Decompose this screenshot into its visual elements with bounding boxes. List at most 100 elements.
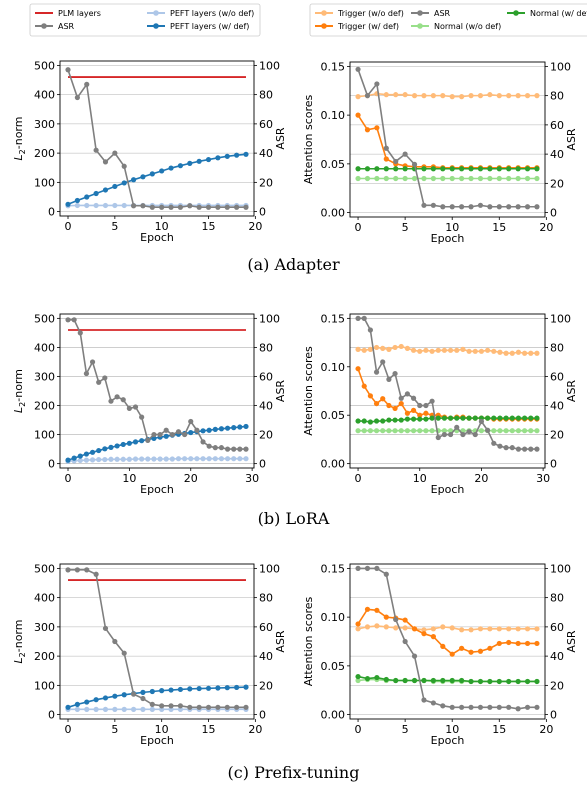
x-tick-label: 20 bbox=[539, 221, 553, 234]
series-normal-w-def- bbox=[355, 673, 540, 685]
data-point bbox=[149, 204, 155, 210]
data-point bbox=[367, 346, 373, 352]
y2-axis-label: ASR bbox=[274, 127, 287, 150]
data-point bbox=[243, 204, 249, 210]
data-point bbox=[440, 175, 446, 182]
data-point bbox=[364, 606, 371, 612]
data-point bbox=[477, 648, 484, 654]
data-point bbox=[177, 204, 184, 210]
data-point bbox=[175, 429, 182, 435]
data-point bbox=[411, 161, 418, 167]
legend-marker bbox=[321, 10, 327, 16]
y2-tick-label: 40 bbox=[550, 400, 564, 413]
data-point bbox=[524, 166, 531, 172]
data-point bbox=[102, 695, 109, 701]
x-tick-label: 30 bbox=[536, 472, 550, 485]
data-point bbox=[355, 621, 361, 627]
data-point bbox=[224, 425, 231, 431]
y-tick-label: 0.10 bbox=[321, 611, 346, 624]
legend-marker bbox=[513, 10, 519, 16]
data-point bbox=[435, 434, 441, 441]
data-point bbox=[355, 428, 361, 434]
data-point bbox=[485, 415, 491, 421]
data-point bbox=[383, 175, 389, 182]
data-point bbox=[373, 369, 380, 375]
y2-tick-label: 100 bbox=[259, 59, 280, 72]
data-point bbox=[506, 704, 512, 710]
data-point bbox=[114, 443, 120, 449]
y-tick-label: 500 bbox=[34, 59, 55, 72]
data-point bbox=[404, 416, 410, 422]
plot-frame bbox=[59, 563, 255, 720]
data-point bbox=[402, 166, 408, 172]
data-point bbox=[528, 350, 534, 356]
data-point bbox=[383, 624, 389, 630]
data-point bbox=[373, 400, 380, 407]
data-point bbox=[108, 398, 114, 404]
data-point bbox=[102, 159, 109, 165]
data-point bbox=[120, 397, 126, 403]
data-point bbox=[522, 428, 528, 434]
legend-label: PLM layers bbox=[58, 9, 101, 18]
data-point bbox=[509, 428, 515, 434]
data-point bbox=[491, 428, 497, 434]
data-point bbox=[224, 685, 230, 691]
y2-tick-label: 60 bbox=[550, 621, 564, 634]
y2-tick-label: 20 bbox=[550, 177, 564, 190]
data-point bbox=[534, 415, 540, 421]
data-point bbox=[243, 151, 249, 157]
data-point bbox=[374, 81, 380, 87]
data-point bbox=[534, 166, 540, 172]
data-point bbox=[491, 440, 497, 446]
data-point bbox=[120, 456, 126, 462]
data-point bbox=[194, 427, 200, 433]
data-point bbox=[243, 423, 249, 430]
data-point bbox=[139, 438, 145, 444]
y-tick-label: 400 bbox=[34, 89, 55, 102]
data-point bbox=[93, 697, 99, 703]
data-point bbox=[468, 175, 474, 182]
data-point bbox=[355, 315, 361, 321]
data-point bbox=[243, 456, 249, 462]
data-point bbox=[74, 701, 80, 707]
data-point bbox=[477, 93, 484, 99]
data-point bbox=[466, 348, 472, 354]
data-point bbox=[355, 175, 361, 182]
data-point bbox=[157, 431, 163, 438]
y-axis-label: Attention scores bbox=[302, 596, 315, 686]
data-point bbox=[515, 678, 521, 685]
data-point bbox=[441, 428, 448, 434]
data-point bbox=[383, 156, 389, 162]
data-point bbox=[449, 166, 455, 172]
data-point bbox=[441, 347, 448, 353]
y2-tick-label: 80 bbox=[550, 90, 564, 103]
data-point bbox=[93, 202, 99, 209]
data-point bbox=[487, 175, 493, 182]
data-point bbox=[200, 456, 206, 462]
data-point bbox=[237, 456, 243, 462]
data-point bbox=[528, 446, 534, 452]
data-point bbox=[177, 163, 184, 169]
data-point bbox=[417, 402, 423, 409]
data-point bbox=[487, 704, 493, 710]
data-point bbox=[393, 92, 399, 98]
series-asr bbox=[65, 567, 249, 710]
data-point bbox=[364, 624, 371, 630]
data-point bbox=[402, 625, 408, 631]
y2-tick-label: 60 bbox=[259, 118, 273, 131]
plot-frame bbox=[349, 563, 546, 720]
data-point bbox=[497, 415, 503, 421]
data-point bbox=[497, 443, 503, 449]
data-point bbox=[468, 93, 474, 99]
data-point bbox=[503, 445, 509, 451]
series-peft-layers-w-def- bbox=[65, 684, 249, 710]
data-point bbox=[355, 418, 361, 424]
data-point bbox=[417, 412, 423, 418]
data-point bbox=[380, 428, 386, 434]
data-point bbox=[102, 706, 109, 712]
data-point bbox=[177, 703, 184, 709]
data-point bbox=[449, 651, 455, 657]
data-point bbox=[515, 415, 522, 421]
data-point bbox=[102, 187, 109, 193]
